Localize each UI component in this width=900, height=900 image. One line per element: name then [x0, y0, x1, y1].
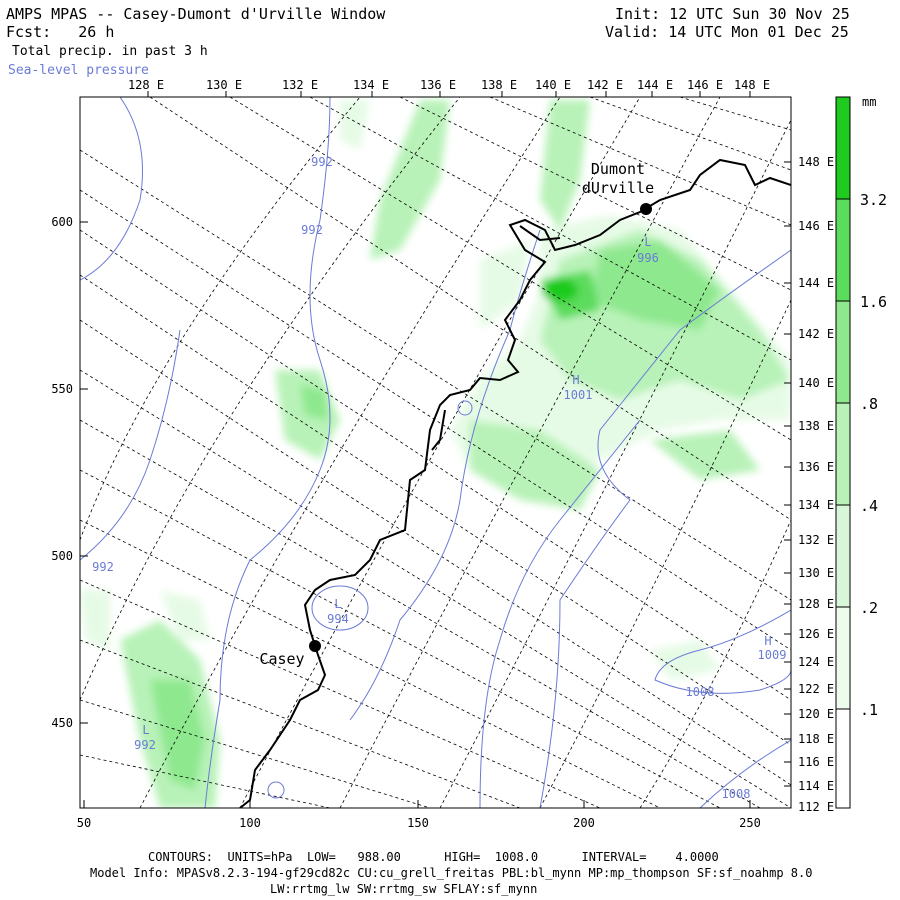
dumont-label-line1: Dumont — [591, 160, 645, 178]
physics-info: LW:rrtmg_lw SW:rrtmg_sw SFLAY:sf_mynn — [270, 882, 538, 896]
colorbar-level: .1 — [860, 701, 878, 719]
precip-shading — [80, 100, 790, 808]
top-longitude-labels: 128 E 130 E 132 E 134 E 136 E 138 E 140 … — [128, 78, 770, 92]
field-label: Total precip. in past 3 h — [12, 44, 208, 59]
right-lon-label: 142 E — [798, 327, 834, 341]
colorbar-level: .4 — [860, 497, 878, 515]
pressure-contours — [80, 97, 791, 808]
model-info: Model Info: MPASv8.2.3-194-gf29cd82c CU:… — [90, 866, 813, 880]
top-lon-label: 142 E — [587, 78, 623, 92]
right-lon-label: 124 E — [798, 655, 834, 669]
pressure-label: 992 — [92, 560, 114, 574]
right-lon-label: 118 E — [798, 732, 834, 746]
top-lon-label: 138 E — [481, 78, 517, 92]
top-ticks — [147, 91, 751, 97]
pressure-label: 996 — [637, 251, 659, 265]
right-lon-label: 144 E — [798, 276, 834, 290]
high-center-marker: H — [764, 634, 771, 648]
right-lon-label: 120 E — [798, 707, 834, 721]
init-time: Init: 12 UTC Sun 30 Nov 25 — [615, 5, 850, 23]
forecast-hour: Fcst: 26 h — [6, 23, 114, 41]
colorbar-units: mm — [862, 95, 876, 109]
colorbar-level: 3.2 — [860, 191, 887, 209]
right-lon-label: 138 E — [798, 419, 834, 433]
pressure-label: 1009 — [758, 648, 787, 662]
pressure-label: 1008 — [686, 685, 715, 699]
pressure-label: 1008 — [722, 787, 751, 801]
top-lon-label: 134 E — [353, 78, 389, 92]
pressure-label: 992 — [311, 155, 333, 169]
right-ticks — [784, 161, 791, 809]
top-lon-label: 128 E — [128, 78, 164, 92]
colorbar-level: .8 — [860, 395, 878, 413]
low-center-marker: L — [644, 235, 651, 249]
y-tick-label: 550 — [51, 382, 73, 396]
x-tick-label: 200 — [573, 816, 595, 830]
colorbar-level: 1.6 — [860, 293, 887, 311]
top-lon-label: 144 E — [637, 78, 673, 92]
coastline — [239, 158, 791, 808]
right-lon-label: 114 E — [798, 779, 834, 793]
contour-info: CONTOURS: UNITS=hPa LOW= 988.00 HIGH= 10… — [148, 850, 719, 864]
top-lon-label: 146 E — [687, 78, 723, 92]
x-tick-label: 150 — [407, 816, 429, 830]
station-labels: Dumont dUrville Casey — [259, 160, 654, 668]
pressure-labels: 992 992 996 1001 994 992 992 1008 1009 1… — [92, 155, 786, 801]
valid-time: Valid: 14 UTC Mon 01 Dec 25 — [605, 23, 849, 41]
top-lon-label: 148 E — [734, 78, 770, 92]
pressure-label: 1001 — [564, 388, 593, 402]
right-lon-label: 146 E — [798, 219, 834, 233]
right-lon-label: 134 E — [798, 498, 834, 512]
y-axis-labels: 600 550 500 450 — [51, 215, 73, 730]
top-lon-label: 132 E — [282, 78, 318, 92]
right-lon-label: 130 E — [798, 566, 834, 580]
fcst-value: 26 h — [78, 23, 115, 41]
x-tick-label: 50 — [77, 816, 91, 830]
graticule — [80, 97, 791, 808]
right-lon-label: 132 E — [798, 533, 834, 547]
right-longitude-labels: 148 E 146 E 144 E 142 E 140 E 138 E 136 … — [798, 155, 834, 814]
x-tick-label: 250 — [739, 816, 761, 830]
map-frame — [79, 96, 792, 809]
pressure-label: 992 — [301, 223, 323, 237]
map-title: AMPS MPAS -- Casey-Dumont d'Urville Wind… — [6, 5, 386, 23]
right-lon-label: 126 E — [798, 627, 834, 641]
pressure-label: 992 — [134, 738, 156, 752]
overlay-label: Sea-level pressure — [8, 63, 149, 78]
casey-label: Casey — [259, 650, 304, 668]
x-tick-label: 100 — [239, 816, 261, 830]
right-lon-label: 122 E — [798, 682, 834, 696]
right-lon-label: 148 E — [798, 155, 834, 169]
station-dumont-durville — [640, 203, 652, 215]
y-tick-label: 600 — [51, 215, 73, 229]
precip-colorbar: mm 3.2 1.6 .8 .4 .2 .1 — [835, 95, 887, 809]
top-lon-label: 130 E — [206, 78, 242, 92]
pressure-label: 994 — [327, 612, 349, 626]
right-lon-label: 116 E — [798, 755, 834, 769]
right-lon-label: 128 E — [798, 597, 834, 611]
right-lon-label: 136 E — [798, 460, 834, 474]
top-lon-label: 140 E — [535, 78, 571, 92]
y-tick-label: 450 — [51, 716, 73, 730]
colorbar-level: .2 — [860, 599, 878, 617]
y-tick-label: 500 — [51, 549, 73, 563]
right-lon-label: 112 E — [798, 800, 834, 814]
high-center-marker: H — [572, 373, 579, 387]
top-lon-label: 136 E — [420, 78, 456, 92]
fcst-label: Fcst: — [6, 23, 52, 41]
bottom-ticks — [83, 800, 751, 808]
dumont-label-line2: dUrville — [582, 179, 654, 197]
x-axis-labels: 50 100 150 200 250 — [77, 816, 761, 830]
low-center-marker: L — [334, 597, 341, 611]
low-center-marker: L — [142, 723, 149, 737]
left-ticks — [80, 221, 88, 724]
right-lon-label: 140 E — [798, 376, 834, 390]
station-casey — [309, 640, 321, 652]
